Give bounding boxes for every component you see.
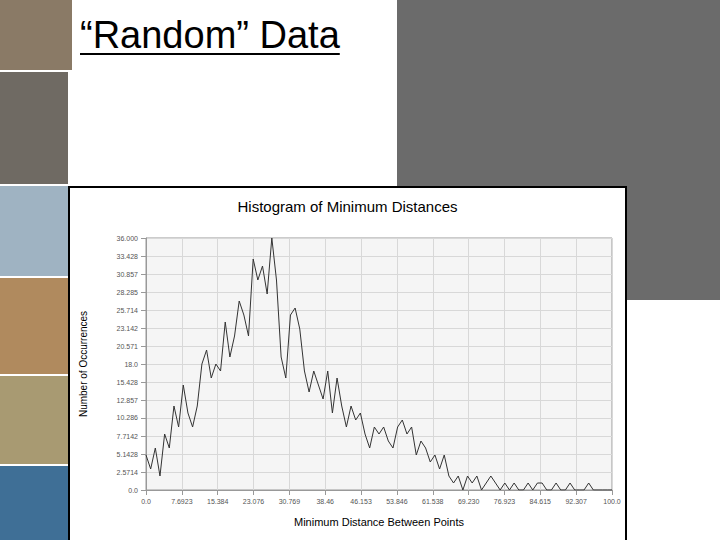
svg-text:10.286: 10.286 [117,414,139,421]
svg-text:12.857: 12.857 [117,397,139,404]
svg-text:2.5714: 2.5714 [117,469,139,476]
svg-text:15.384: 15.384 [207,498,229,505]
svg-text:92.307: 92.307 [565,498,587,505]
svg-text:30.769: 30.769 [279,498,301,505]
svg-text:30.857: 30.857 [117,271,139,278]
svg-text:20.571: 20.571 [117,343,139,350]
html-text:“Random” Data: “Random” Data [80,14,340,56]
svg-text:7.7142: 7.7142 [117,433,139,440]
svg-text:15.428: 15.428 [117,379,139,386]
svg-text:0.0: 0.0 [141,498,151,505]
svg-text:0.0: 0.0 [128,487,138,494]
svg-text:61.538: 61.538 [422,498,444,505]
svg-text:100.0: 100.0 [603,498,621,505]
svg-text:53.846: 53.846 [386,498,408,505]
svg-text:84.615: 84.615 [530,498,552,505]
svg-text:46.153: 46.153 [350,498,372,505]
svg-text:23.142: 23.142 [117,325,139,332]
svg-text:38.46: 38.46 [316,498,334,505]
svg-text:Number of Occurrences: Number of Occurrences [78,311,89,417]
svg-text:Minimum Distance Between Point: Minimum Distance Between Points [294,516,464,528]
svg-text:25.714: 25.714 [117,307,139,314]
svg-text:Histogram of Minimum Distances: Histogram of Minimum Distances [237,198,457,215]
svg-text:18.0: 18.0 [124,361,138,368]
svg-text:76.923: 76.923 [494,498,516,505]
svg-text:23.076: 23.076 [243,498,265,505]
svg-text:36.000: 36.000 [117,235,139,242]
svg-text:69.230: 69.230 [458,498,480,505]
svg-text:33.428: 33.428 [117,253,139,260]
svg-text:5.1428: 5.1428 [117,451,139,458]
svg-text:7.6923: 7.6923 [171,498,193,505]
svg-text:28.285: 28.285 [117,289,139,296]
